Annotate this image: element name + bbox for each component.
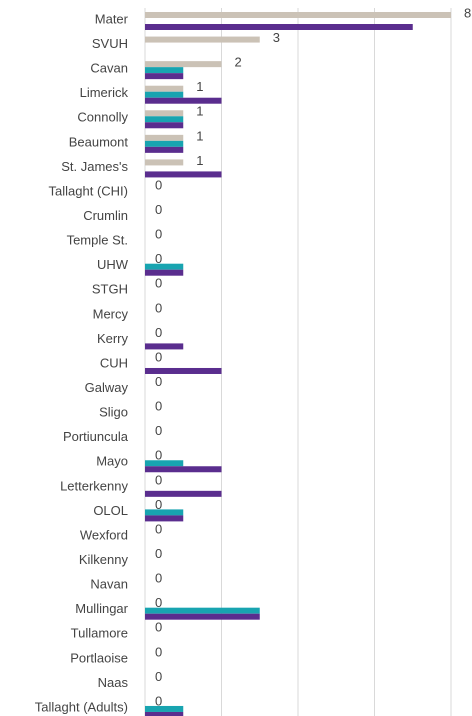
category-label: UHW [97, 257, 129, 272]
value-label: 1 [196, 104, 203, 119]
bar [145, 490, 222, 497]
category-label: Temple St. [67, 233, 128, 248]
category-label: Mullingar [75, 601, 128, 616]
value-label: 0 [155, 620, 162, 635]
value-label: 0 [155, 374, 162, 389]
category-label: Mayo [96, 454, 128, 469]
value-label: 0 [155, 251, 162, 266]
bar [145, 61, 222, 68]
category-label: Galway [85, 380, 129, 395]
category-label: Kilkenny [79, 552, 129, 567]
value-label: 0 [155, 693, 162, 708]
value-label: 0 [155, 349, 162, 364]
bar [145, 515, 184, 522]
category-label: Mater [95, 11, 129, 26]
bar [145, 122, 184, 129]
value-label: 1 [196, 153, 203, 168]
bar [145, 269, 184, 276]
value-label: 0 [155, 644, 162, 659]
value-label: 0 [155, 399, 162, 414]
value-label: 0 [155, 497, 162, 512]
bar [145, 159, 184, 166]
bar [145, 343, 184, 350]
category-label: OLOL [93, 503, 128, 518]
category-label: Letterkenny [60, 478, 128, 493]
value-label: 2 [235, 55, 242, 70]
category-label: CUH [100, 355, 128, 370]
value-label: 0 [155, 595, 162, 610]
bar [145, 36, 260, 43]
value-label: 0 [155, 300, 162, 315]
value-label: 8 [464, 5, 471, 20]
bar [145, 134, 184, 141]
bar [145, 466, 222, 473]
category-label: Wexford [80, 527, 128, 542]
category-label: Crumlin [83, 208, 128, 223]
value-label: 1 [196, 128, 203, 143]
value-label: 0 [155, 202, 162, 217]
bar [145, 116, 184, 123]
category-label: Mercy [93, 306, 129, 321]
category-label: Navan [90, 577, 128, 592]
category-label: Beaumont [69, 134, 129, 149]
bar [145, 91, 184, 98]
value-label: 0 [155, 276, 162, 291]
bar [145, 12, 451, 18]
category-label: Tallaght (Adults) [35, 699, 128, 714]
category-label: SVUH [92, 36, 128, 51]
value-label: 1 [196, 79, 203, 94]
value-label: 0 [155, 546, 162, 561]
category-label: Limerick [80, 85, 129, 100]
category-label: Kerry [97, 331, 129, 346]
value-label: 0 [155, 177, 162, 192]
value-label: 0 [155, 423, 162, 438]
category-label: Connolly [77, 110, 128, 125]
value-label: 3 [273, 30, 280, 45]
value-label: 0 [155, 571, 162, 586]
category-label: STGH [92, 282, 128, 297]
bar [145, 24, 413, 30]
bar [145, 73, 184, 80]
category-label: Sligo [99, 405, 128, 420]
bar [145, 705, 184, 712]
value-label: 0 [155, 669, 162, 684]
category-label: Cavan [90, 61, 128, 76]
category-label: St. James's [61, 159, 128, 174]
bar [145, 460, 184, 467]
bar [145, 110, 184, 117]
value-label: 0 [155, 472, 162, 487]
value-label: 0 [155, 227, 162, 242]
bar [145, 613, 260, 620]
bar [145, 263, 184, 270]
category-label: Naas [98, 675, 129, 690]
bar [145, 97, 222, 104]
bar [145, 367, 222, 374]
category-label: Portlaoise [70, 650, 128, 665]
value-label: 0 [155, 521, 162, 536]
category-label: Portiuncula [63, 429, 129, 444]
bar [145, 67, 184, 74]
bar [145, 171, 222, 178]
bar [145, 711, 184, 716]
bar [145, 509, 184, 516]
value-label: 0 [155, 325, 162, 340]
bar [145, 140, 184, 147]
category-label: Tullamore [71, 626, 128, 641]
bar [145, 146, 184, 153]
bar [145, 85, 184, 92]
category-label: Tallaght (CHI) [49, 183, 128, 198]
value-label: 0 [155, 448, 162, 463]
bar [145, 607, 260, 614]
